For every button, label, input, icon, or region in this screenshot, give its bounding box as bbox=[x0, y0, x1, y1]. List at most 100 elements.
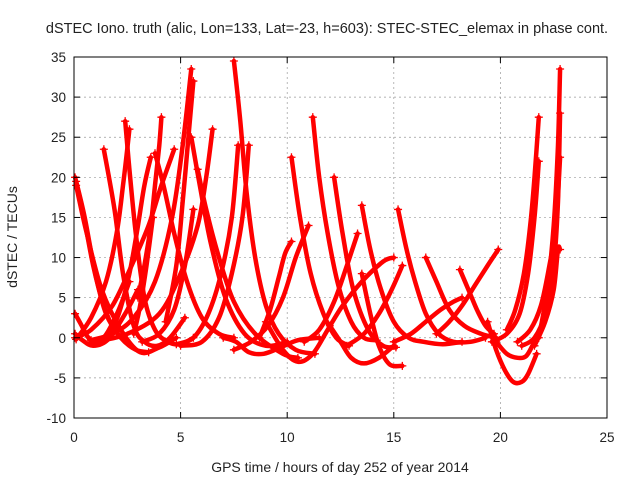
y-tick-labels: -10 -5 0 5 10 15 20 25 30 35 bbox=[46, 50, 66, 426]
series-marker-pass-20 bbox=[172, 340, 181, 349]
series-marker-pass-26 bbox=[287, 153, 296, 162]
series-line-pass-09 bbox=[73, 126, 132, 342]
series-marker-pass-35 bbox=[342, 341, 351, 350]
series-marker-pass-40 bbox=[532, 349, 541, 358]
series-marker-pass-22 bbox=[229, 57, 238, 66]
series-line-pass-34 bbox=[395, 207, 488, 345]
x-tick-label: 20 bbox=[493, 430, 508, 445]
series-line-pass-35 bbox=[344, 263, 405, 349]
y-tick-label: 35 bbox=[51, 50, 66, 65]
series-line-pass-07 bbox=[101, 147, 188, 349]
series-marker-pass-32 bbox=[357, 269, 366, 278]
series-line-pass-05 bbox=[72, 287, 141, 349]
series-marker-pass-25 bbox=[255, 333, 264, 342]
series-marker-pass-46 bbox=[530, 341, 539, 350]
x-tick-label: 15 bbox=[386, 430, 401, 445]
series-line-pass-40 bbox=[485, 319, 539, 386]
series-marker-pass-31 bbox=[325, 321, 334, 330]
series-marker-pass-07 bbox=[99, 145, 108, 154]
y-tick-label: 20 bbox=[51, 170, 66, 185]
x-tick-label: 25 bbox=[599, 430, 614, 445]
series-marker-pass-38 bbox=[389, 337, 398, 346]
series-line-pass-30 bbox=[302, 231, 360, 345]
series-line-pass-24 bbox=[231, 223, 311, 353]
series-marker-pass-32 bbox=[398, 361, 407, 370]
series-marker-pass-47 bbox=[556, 65, 565, 74]
series-line-pass-14 bbox=[139, 207, 196, 345]
series-marker-pass-24 bbox=[304, 221, 313, 230]
x-tick-label: 10 bbox=[280, 430, 295, 445]
series-marker-pass-36 bbox=[421, 253, 430, 262]
x-tick-labels: 0 5 10 15 20 25 bbox=[70, 430, 614, 445]
y-tick-label: -5 bbox=[54, 371, 66, 386]
series-line-pass-42 bbox=[489, 159, 542, 345]
y-tick-label: 25 bbox=[51, 130, 66, 145]
series-marker-pass-03 bbox=[72, 181, 81, 190]
series-marker-pass-14 bbox=[138, 337, 147, 346]
series-line-pass-16 bbox=[163, 78, 196, 324]
series-line-pass-32 bbox=[359, 271, 405, 369]
series-marker-pass-10 bbox=[146, 153, 155, 162]
series-marker-pass-43 bbox=[534, 113, 543, 122]
series-line-pass-19 bbox=[93, 126, 215, 345]
series-marker-pass-23 bbox=[219, 333, 228, 342]
series-marker-pass-19 bbox=[208, 125, 217, 134]
series-marker-pass-08 bbox=[121, 117, 130, 126]
series-line-pass-43 bbox=[504, 114, 542, 333]
x-tick-label: 0 bbox=[70, 430, 78, 445]
series-line-pass-33 bbox=[359, 203, 465, 347]
series-line-pass-12 bbox=[135, 114, 164, 300]
series-marker-pass-17 bbox=[187, 133, 196, 142]
series-marker-pass-24 bbox=[229, 345, 238, 354]
series-marker-pass-13 bbox=[151, 149, 160, 158]
series-marker-pass-18 bbox=[193, 165, 202, 174]
y-tick-label: 0 bbox=[58, 331, 66, 346]
series-marker-pass-21 bbox=[176, 341, 185, 350]
y-tick-label: 5 bbox=[58, 291, 66, 306]
series-marker-pass-28 bbox=[261, 317, 270, 326]
series-marker-pass-16 bbox=[189, 77, 198, 86]
series-line-pass-25 bbox=[257, 239, 294, 341]
series-marker-pass-09 bbox=[125, 125, 134, 134]
series-marker-pass-19 bbox=[91, 337, 100, 346]
series-marker-pass-14 bbox=[189, 205, 198, 214]
series-marker-pass-33 bbox=[357, 201, 366, 210]
y-tick-label: 15 bbox=[51, 210, 66, 225]
series-marker-pass-39 bbox=[432, 329, 441, 338]
series-line-pass-47 bbox=[536, 66, 563, 341]
series-line-pass-20 bbox=[174, 142, 241, 347]
series-marker-pass-15 bbox=[87, 336, 96, 345]
series-marker-pass-39 bbox=[494, 245, 503, 254]
series-marker-pass-29 bbox=[330, 173, 339, 182]
x-tick-label: 5 bbox=[177, 430, 185, 445]
data-layer bbox=[71, 57, 565, 386]
y-tick-label: -10 bbox=[46, 411, 66, 426]
series-marker-pass-07 bbox=[180, 313, 189, 322]
series-marker-pass-34 bbox=[394, 205, 403, 214]
series-line-pass-29 bbox=[331, 175, 399, 350]
series-marker-pass-27 bbox=[308, 113, 317, 122]
series-marker-pass-44 bbox=[513, 337, 522, 346]
series-marker-pass-30 bbox=[300, 337, 309, 346]
series-marker-pass-40 bbox=[483, 317, 492, 326]
series-line-pass-39 bbox=[434, 247, 501, 337]
tick-marks bbox=[73, 56, 608, 419]
series-line-pass-22 bbox=[231, 58, 318, 357]
series-marker-pass-45 bbox=[517, 341, 526, 350]
series-line-pass-36 bbox=[423, 255, 499, 341]
series-marker-pass-12 bbox=[157, 113, 166, 122]
series-line-pass-38 bbox=[391, 295, 465, 345]
series-marker-pass-21 bbox=[244, 141, 253, 150]
series-marker-pass-43 bbox=[502, 325, 511, 334]
series-marker-pass-09 bbox=[72, 335, 81, 344]
series-marker-pass-30 bbox=[353, 229, 362, 238]
series-marker-pass-25 bbox=[287, 237, 296, 246]
series-marker-pass-35 bbox=[398, 261, 407, 270]
series-line-pass-18 bbox=[195, 167, 301, 361]
series-marker-pass-46 bbox=[556, 245, 565, 254]
series-marker-pass-37 bbox=[455, 265, 464, 274]
y-axis-label: dSTEC / TECUs bbox=[4, 186, 20, 288]
y-tick-label: 10 bbox=[51, 251, 66, 266]
x-axis-label: GPS time / hours of day 252 of year 2014 bbox=[211, 459, 469, 475]
